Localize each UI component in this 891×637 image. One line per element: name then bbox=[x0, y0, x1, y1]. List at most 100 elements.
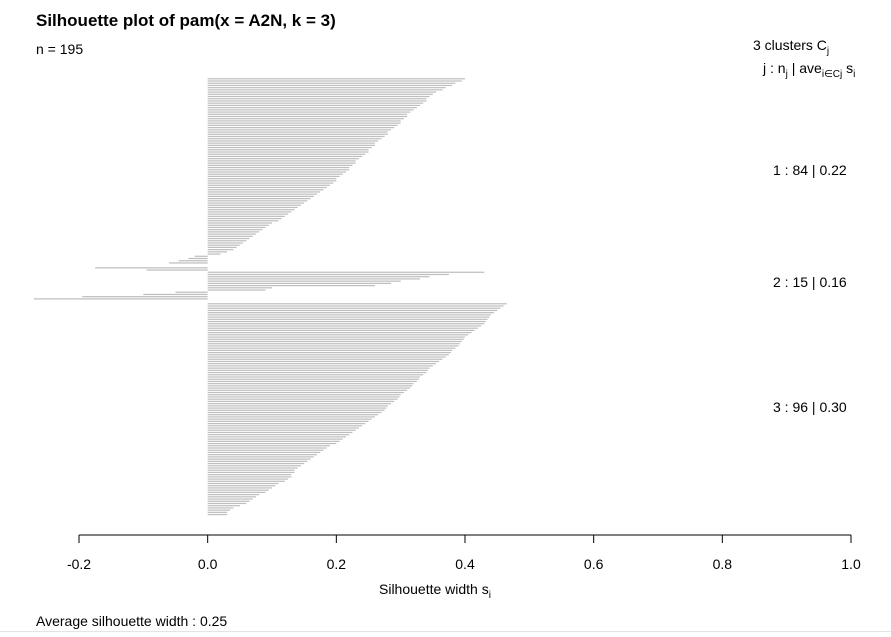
silhouette-bar-c1-50 bbox=[207, 186, 327, 189]
silhouette-bar-c2-2 bbox=[146, 269, 208, 271]
silhouette-bar-c1-10 bbox=[207, 98, 427, 100]
silhouette-bar-c1-77 bbox=[207, 246, 237, 249]
silhouette-bar-c3-23 bbox=[207, 351, 451, 354]
silhouette-bar-c3-84 bbox=[207, 487, 272, 489]
silhouette-bar-c1-9 bbox=[207, 95, 430, 98]
silhouette-bar-c1-43 bbox=[207, 171, 346, 173]
silhouette-bar-c1-27 bbox=[207, 135, 385, 138]
silhouette-bar-c1-79 bbox=[207, 251, 227, 253]
silhouette-bar-c3-90 bbox=[207, 500, 250, 502]
silhouette-bar-c3-63 bbox=[207, 440, 340, 442]
silhouette-bar-c1-23 bbox=[207, 126, 395, 129]
silhouette-bar-c1-65 bbox=[207, 220, 279, 222]
silhouette-bar-c1-38 bbox=[207, 160, 356, 162]
silhouette-bar-c2-5 bbox=[207, 276, 430, 278]
silhouette-bar-c1-40 bbox=[207, 164, 353, 166]
silhouette-bar-c1-21 bbox=[207, 122, 401, 124]
silhouette-bar-c3-68 bbox=[207, 451, 321, 454]
silhouette-bar-c3-22 bbox=[207, 349, 453, 351]
legend-subheader-b-sub: i∈Cj bbox=[822, 69, 842, 80]
silhouette-bar-c3-20 bbox=[207, 345, 459, 347]
silhouette-bar-c2-4 bbox=[207, 273, 449, 276]
silhouette-bar-c2-3 bbox=[207, 271, 485, 273]
silhouette-bar-c1-76 bbox=[207, 244, 240, 246]
silhouette-bar-c3-13 bbox=[207, 329, 475, 332]
silhouette-bar-c3-56 bbox=[207, 425, 363, 427]
silhouette-bar-c1-81 bbox=[194, 255, 208, 257]
silhouette-bar-c1-68 bbox=[207, 226, 266, 229]
silhouette-bar-c1-17 bbox=[207, 113, 408, 115]
sample-size-label: n = 195 bbox=[36, 41, 83, 57]
silhouette-bar-c3-49 bbox=[207, 409, 385, 411]
silhouette-bar-c1-19 bbox=[207, 118, 404, 120]
silhouette-bar-c3-18 bbox=[207, 340, 462, 343]
silhouette-bar-c1-12 bbox=[207, 102, 424, 104]
silhouette-bar-c3-35 bbox=[207, 378, 419, 380]
chart-title: Silhouette plot of pam(x = A2N, k = 3) bbox=[36, 11, 336, 30]
silhouette-bar-c3-24 bbox=[207, 354, 449, 356]
silhouette-bar-c3-2 bbox=[207, 305, 504, 307]
silhouette-bar-c1-84 bbox=[169, 262, 208, 264]
silhouette-bar-c1-69 bbox=[207, 229, 263, 231]
x-tick-label-7: 1.0 bbox=[841, 556, 861, 572]
silhouette-bar-c1-80 bbox=[207, 253, 221, 255]
silhouette-bar-c1-20 bbox=[207, 120, 401, 122]
silhouette-bar-c3-1 bbox=[207, 303, 507, 305]
silhouette-bar-c3-57 bbox=[207, 427, 359, 429]
silhouette-bar-c1-13 bbox=[207, 104, 420, 107]
silhouette-bar-c3-40 bbox=[207, 389, 408, 391]
silhouette-bar-c3-42 bbox=[207, 394, 401, 396]
silhouette-bar-c1-29 bbox=[207, 140, 379, 142]
silhouette-bar-c1-67 bbox=[207, 224, 269, 226]
silhouette-bar-c3-93 bbox=[207, 507, 234, 509]
silhouette-bar-c3-33 bbox=[207, 374, 424, 376]
silhouette-bar-c3-96 bbox=[207, 513, 227, 516]
silhouette-bar-c1-1 bbox=[207, 78, 466, 80]
silhouette-bar-c3-8 bbox=[207, 318, 488, 320]
legend-header-main: 3 clusters C bbox=[753, 37, 827, 53]
cluster-label-1: 1 : 84 | 0.22 bbox=[773, 162, 847, 178]
silhouette-bar-c3-51 bbox=[207, 414, 379, 416]
silhouette-bar-c3-81 bbox=[207, 480, 285, 482]
silhouette-bar-c1-72 bbox=[207, 235, 253, 237]
silhouette-bar-c1-16 bbox=[207, 111, 411, 113]
silhouette-bar-c1-57 bbox=[207, 202, 305, 204]
silhouette-bars bbox=[33, 78, 507, 516]
silhouette-bar-c3-43 bbox=[207, 396, 400, 398]
silhouette-bar-c3-55 bbox=[207, 422, 366, 425]
silhouette-bar-c1-34 bbox=[207, 151, 369, 153]
silhouette-bar-c3-37 bbox=[207, 383, 414, 385]
x-tick-label-1: -0.2 bbox=[67, 556, 91, 572]
silhouette-bar-c1-8 bbox=[207, 93, 433, 95]
silhouette-bar-c2-7 bbox=[207, 280, 401, 282]
silhouette-bar-c1-11 bbox=[207, 100, 427, 102]
silhouette-bar-c3-74 bbox=[207, 465, 301, 467]
cluster-label-2: 2 : 15 | 0.16 bbox=[773, 274, 847, 290]
silhouette-bar-c3-21 bbox=[207, 347, 456, 349]
silhouette-bar-c3-79 bbox=[207, 476, 292, 478]
legend-header-sub: j bbox=[826, 46, 829, 57]
silhouette-bar-c1-55 bbox=[207, 198, 311, 200]
silhouette-bar-c3-71 bbox=[207, 458, 311, 460]
silhouette-bar-c1-25 bbox=[207, 131, 388, 133]
silhouette-bar-c3-58 bbox=[207, 429, 356, 431]
silhouette-bar-c3-26 bbox=[207, 358, 443, 360]
silhouette-bar-c3-65 bbox=[207, 445, 330, 447]
silhouette-bar-c3-83 bbox=[207, 485, 276, 487]
silhouette-bar-c1-46 bbox=[207, 178, 337, 180]
silhouette-bar-c3-29 bbox=[207, 365, 433, 367]
silhouette-bar-c1-7 bbox=[207, 91, 437, 93]
silhouette-bar-c3-60 bbox=[207, 434, 350, 436]
silhouette-bar-c3-82 bbox=[207, 482, 279, 485]
silhouette-bar-c1-63 bbox=[207, 215, 285, 217]
silhouette-bar-c3-16 bbox=[207, 336, 466, 338]
silhouette-bar-c2-8 bbox=[207, 282, 392, 284]
silhouette-bar-c3-70 bbox=[207, 456, 314, 458]
x-tick-label-6: 0.8 bbox=[713, 556, 733, 572]
silhouette-bar-c1-70 bbox=[207, 231, 260, 233]
silhouette-bar-c1-54 bbox=[207, 195, 314, 197]
legend-subheader: j : nj | avei∈Cj si bbox=[762, 60, 855, 80]
silhouette-bar-c3-30 bbox=[207, 367, 430, 369]
silhouette-bar-c1-18 bbox=[207, 115, 408, 118]
silhouette-bar-c3-54 bbox=[207, 420, 369, 422]
